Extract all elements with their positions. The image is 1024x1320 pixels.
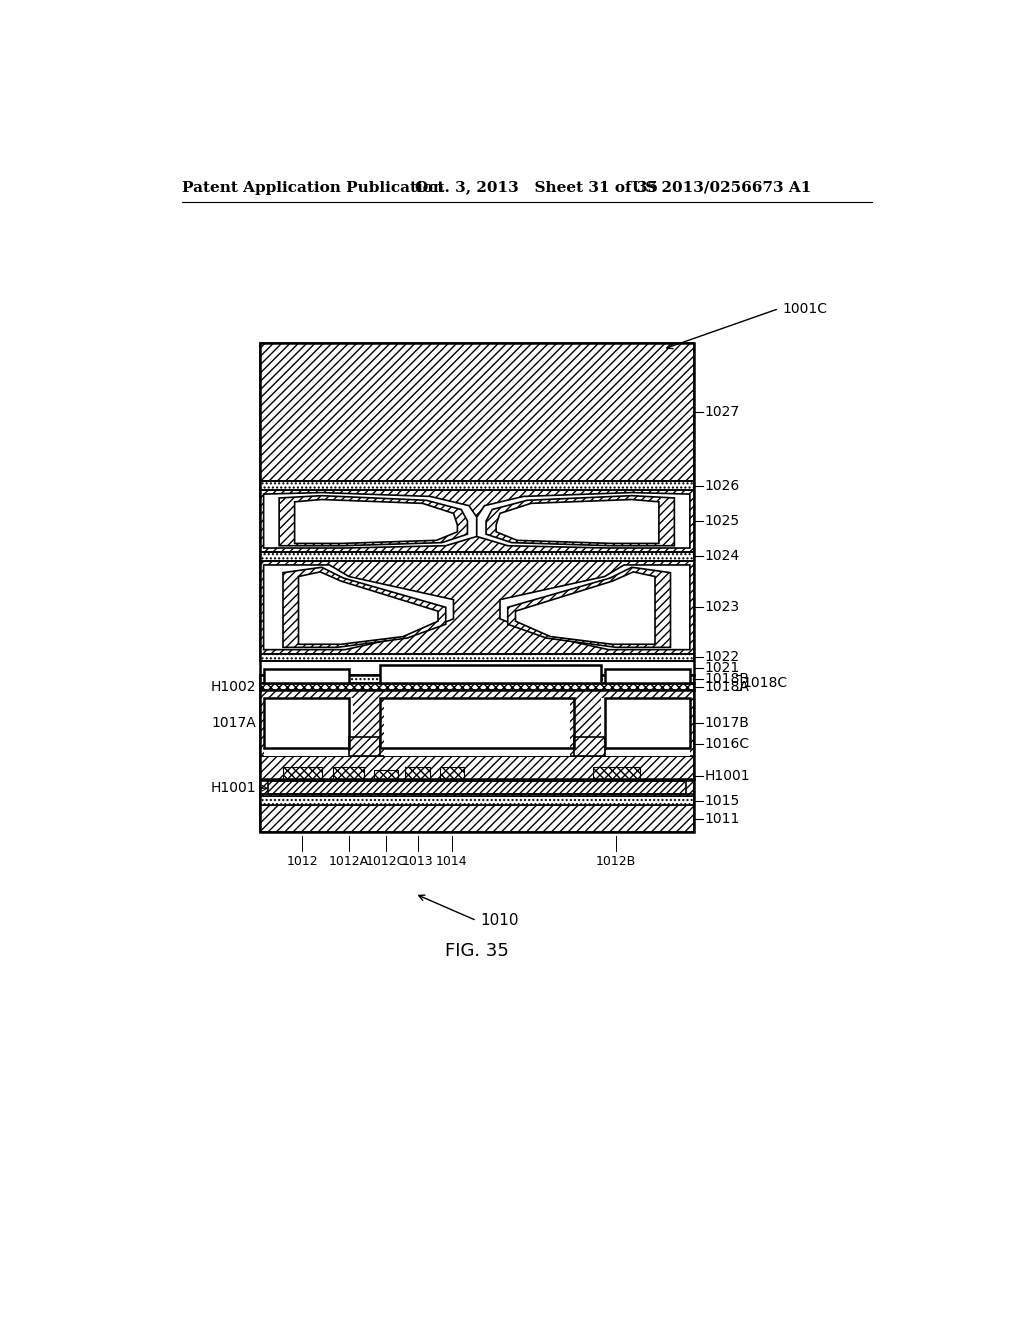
Text: 1017B: 1017B (705, 717, 750, 730)
Bar (406, 767, 430, 779)
Bar (375, 770, 397, 779)
Text: 1017A: 1017A (211, 717, 256, 730)
Text: 1018C: 1018C (742, 676, 787, 690)
Bar (380, 665, 601, 682)
Bar (260, 343, 693, 480)
Text: H1002: H1002 (210, 680, 256, 693)
Text: Patent Application Publication: Patent Application Publication (182, 181, 444, 194)
Bar (263, 698, 349, 748)
Text: FIG. 35: FIG. 35 (444, 942, 509, 961)
Text: 1012B: 1012B (596, 855, 636, 869)
Polygon shape (500, 565, 690, 649)
Bar (604, 669, 690, 682)
Bar (263, 698, 352, 756)
Polygon shape (477, 492, 690, 548)
Bar (334, 767, 365, 779)
Bar (260, 682, 693, 690)
Bar (260, 480, 693, 490)
Bar (604, 698, 690, 748)
Text: 1024: 1024 (705, 549, 739, 564)
Text: 1013: 1013 (402, 855, 433, 869)
Bar (573, 737, 604, 756)
Text: 1026: 1026 (705, 479, 740, 492)
Bar (260, 490, 693, 552)
Text: 1001C: 1001C (783, 301, 827, 315)
Text: 1023: 1023 (705, 601, 739, 614)
Bar (260, 561, 693, 653)
Text: 1011: 1011 (705, 812, 740, 826)
Text: 1016C: 1016C (705, 738, 750, 751)
Bar (283, 767, 322, 779)
Text: 1025: 1025 (705, 513, 739, 528)
Polygon shape (263, 492, 477, 548)
Text: 1014: 1014 (436, 855, 468, 869)
Text: 1018B: 1018B (705, 672, 750, 686)
Polygon shape (486, 496, 675, 545)
Polygon shape (299, 572, 438, 644)
Bar (260, 343, 693, 832)
Bar (267, 780, 686, 795)
Polygon shape (508, 568, 671, 647)
Bar (260, 653, 693, 661)
Bar (260, 805, 693, 832)
Text: 1018A: 1018A (705, 680, 750, 693)
Bar (263, 669, 349, 682)
Text: H1001: H1001 (705, 770, 751, 783)
Bar (260, 796, 693, 805)
Text: 1015: 1015 (705, 793, 740, 808)
Polygon shape (515, 572, 655, 644)
Text: 1012A: 1012A (329, 855, 369, 869)
Text: 1027: 1027 (705, 405, 739, 420)
Text: 1012C: 1012C (366, 855, 407, 869)
Text: 1021: 1021 (705, 661, 740, 675)
Text: H1001: H1001 (210, 781, 256, 795)
Bar (263, 698, 352, 756)
Bar (593, 767, 640, 779)
Polygon shape (295, 499, 458, 544)
Polygon shape (263, 565, 454, 649)
Bar (349, 737, 380, 756)
Bar (601, 698, 690, 756)
Text: US 2013/0256673 A1: US 2013/0256673 A1 (632, 181, 811, 194)
Polygon shape (496, 499, 658, 544)
Text: 1022: 1022 (705, 651, 739, 664)
Text: 1012: 1012 (287, 855, 318, 869)
Text: Oct. 3, 2013   Sheet 31 of 35: Oct. 3, 2013 Sheet 31 of 35 (415, 181, 657, 194)
Bar (260, 756, 693, 796)
Bar (439, 767, 464, 779)
Bar (260, 675, 693, 682)
Polygon shape (280, 496, 467, 545)
Bar (380, 698, 573, 748)
Bar (260, 690, 693, 756)
Polygon shape (283, 568, 445, 647)
Bar (260, 552, 693, 561)
Text: 1010: 1010 (480, 913, 519, 928)
Bar (384, 698, 569, 756)
